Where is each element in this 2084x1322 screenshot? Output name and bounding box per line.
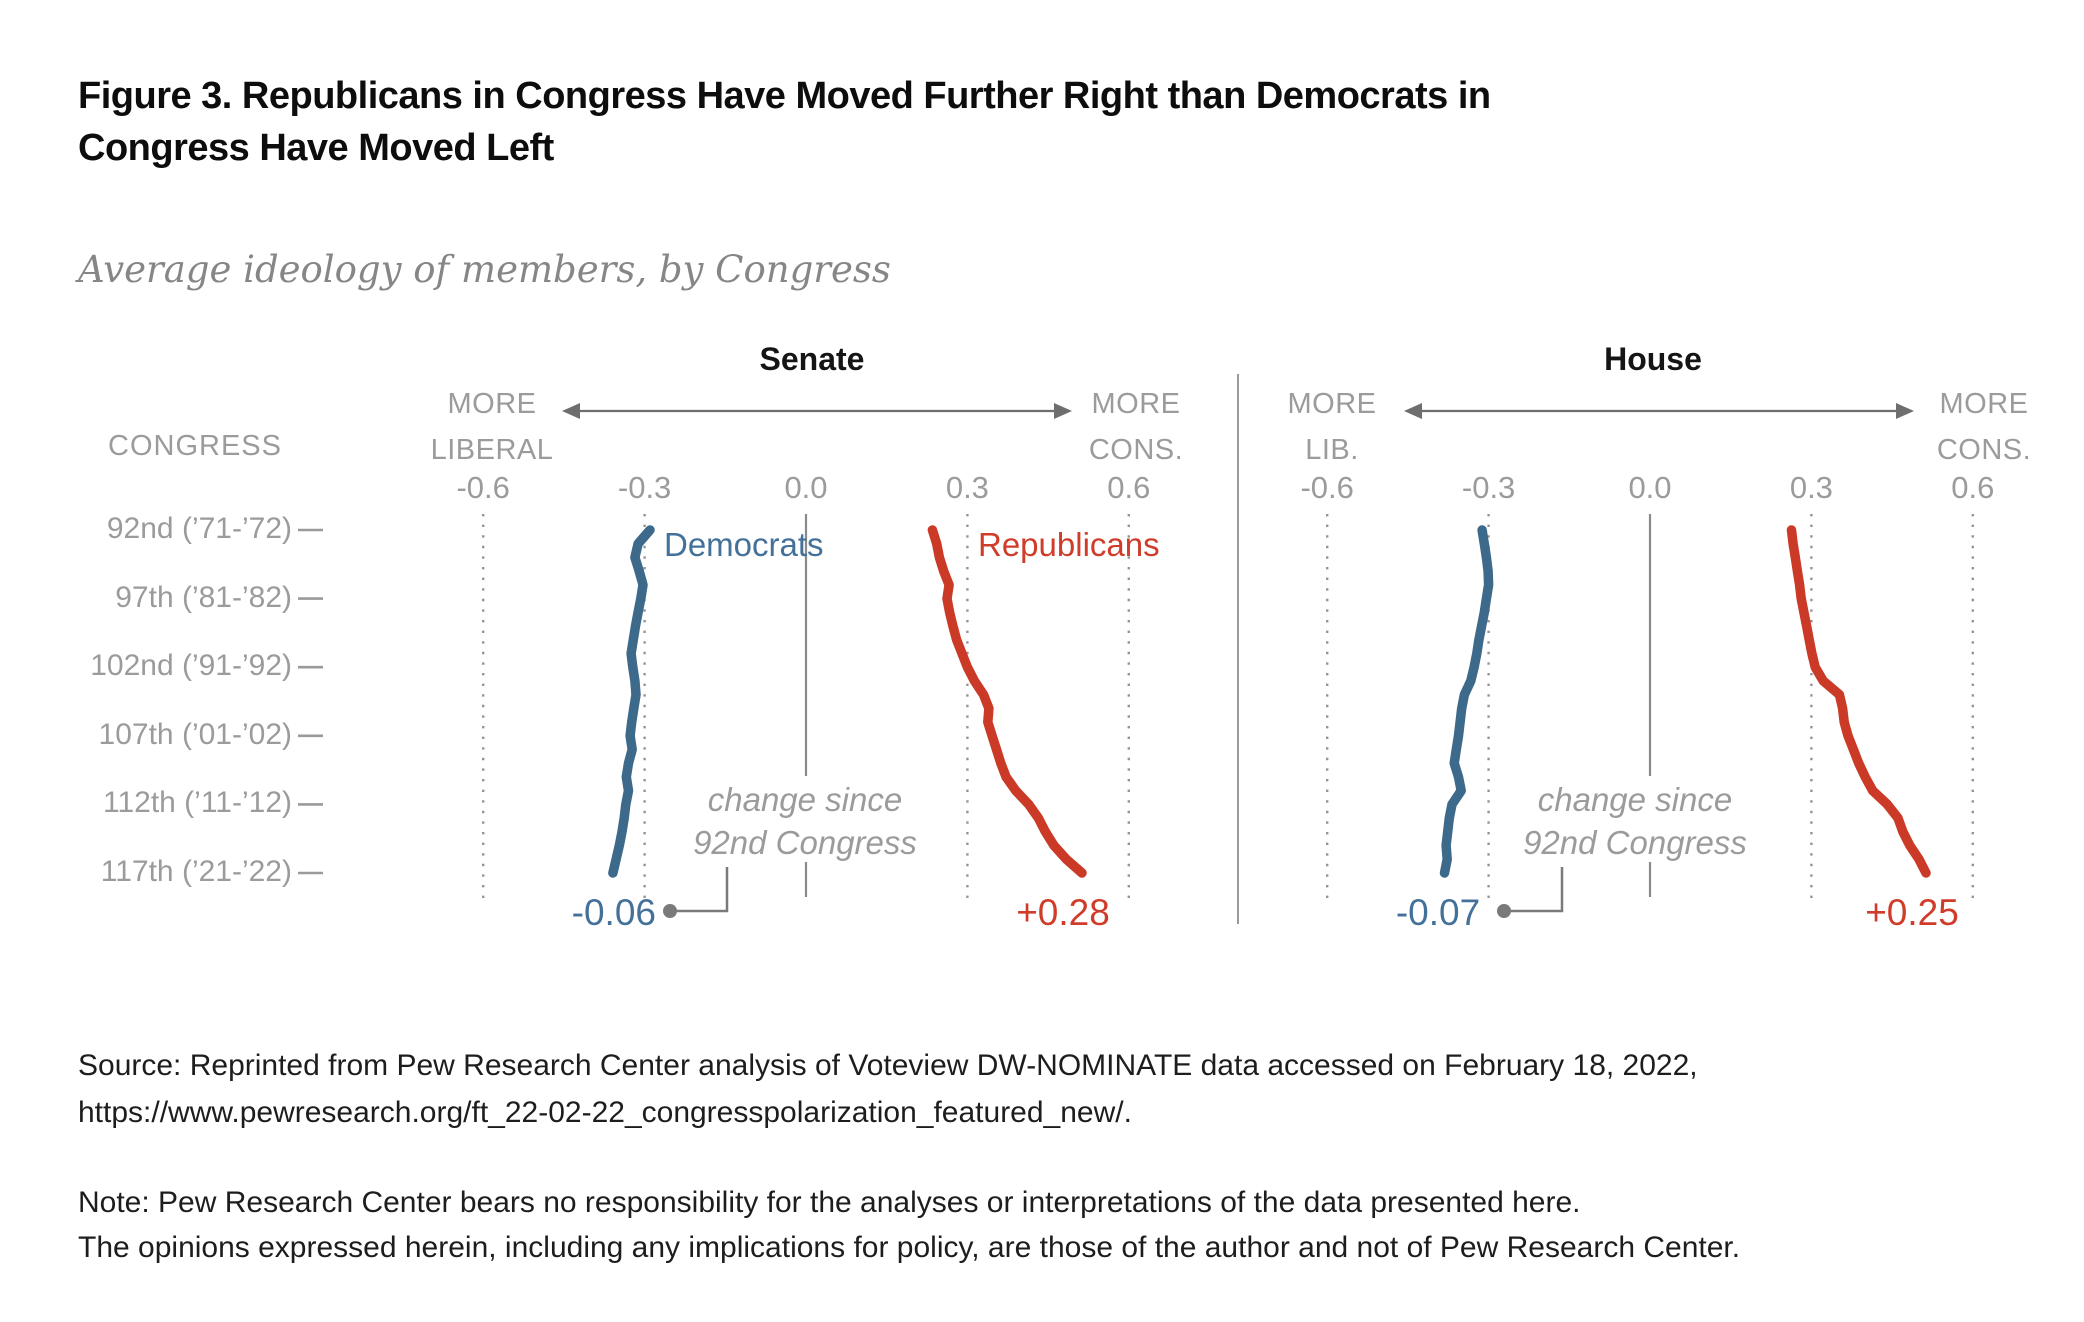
note-text: Note: Pew Research Center bears no respo…	[78, 1180, 2048, 1270]
x-tick-label: -0.3	[617, 470, 672, 505]
house-axis-label-conservative: MORE CONS.	[1884, 381, 2084, 473]
annotation-line: 92nd Congress	[693, 824, 917, 861]
axis-label-line: MORE	[447, 388, 537, 420]
source-text: Source: Reprinted from Pew Research Cent…	[78, 1049, 1698, 1129]
x-tick-label: 0.0	[784, 470, 828, 505]
panel-title-senate: Senate	[759, 341, 865, 377]
house-democrat-change-value: -0.07	[1395, 892, 1481, 933]
senate-axis-label-conservative: MORE CONS.	[1036, 381, 1236, 473]
arrowhead-right-icon	[1896, 403, 1914, 419]
axis-label-line: CONS.	[1088, 434, 1184, 466]
house-republican-change-value: +0.25	[1865, 892, 1959, 933]
congress-row-label: 107th (’01-’02)	[98, 717, 292, 751]
house-republicans-line	[1786, 525, 1931, 878]
legend-republicans: Republicans	[978, 526, 1160, 563]
arrowhead-right-icon	[1054, 403, 1072, 419]
legend-democrats: Democrats	[664, 526, 824, 563]
axis-label-line: MORE	[1287, 388, 1377, 420]
house-axis-label-liberal: MORE LIB.	[1232, 381, 1432, 473]
senate-change-annotation: change since 92nd Congress	[650, 778, 960, 864]
x-tick-label: -0.3	[1461, 470, 1516, 505]
congress-axis-header: CONGRESS	[108, 430, 282, 462]
annotation-connector	[1504, 867, 1564, 913]
x-tick-label: 0.6	[1951, 470, 1995, 505]
annotation-line: 92nd Congress	[1523, 824, 1747, 861]
note-line-1: Note: Pew Research Center bears no respo…	[78, 1186, 1581, 1219]
annotation-connector-dot	[1497, 904, 1511, 918]
axis-label-line: CONS.	[1936, 434, 2032, 466]
x-tick-label: 0.0	[1628, 470, 1672, 505]
senate-axis-label-liberal: MORE LIBERAL	[392, 381, 592, 473]
annotation-connector-dot	[663, 904, 677, 918]
axis-label-line: MORE	[1939, 388, 2029, 420]
figure-subtitle: Average ideology of members, by Congress	[78, 248, 891, 291]
senate-democrats-line	[608, 525, 655, 878]
arrowhead-left-icon	[1404, 403, 1422, 419]
axis-label-line: LIBERAL	[430, 434, 554, 466]
x-tick-label: -0.6	[1300, 470, 1354, 505]
congress-row-label: 117th (’21-’22)	[100, 855, 292, 888]
congress-row-label: 92nd (’71-’72)	[106, 512, 292, 545]
annotation-line: change since	[707, 781, 903, 818]
arrowhead-left-icon	[562, 403, 580, 419]
house-democrats-line	[1439, 525, 1494, 878]
figure-title: Figure 3. Republicans in Congress Have M…	[78, 75, 1491, 170]
house-change-annotation: change since 92nd Congress	[1480, 778, 1790, 864]
axis-label-line: LIB.	[1305, 434, 1359, 466]
senate-democrat-change-value: -0.06	[571, 892, 656, 933]
annotation-connector	[670, 867, 729, 913]
congress-row-label: 112th (’11-’12)	[103, 786, 292, 820]
congress-row-label: 97th (’81-’82)	[115, 580, 292, 614]
senate-republicans-line	[927, 525, 1087, 878]
annotation-line: change since	[1537, 781, 1733, 818]
axis-label-line: MORE	[1091, 388, 1181, 420]
x-tick-label: -0.6	[456, 470, 510, 505]
panel-title-house: House	[1604, 341, 1702, 377]
x-tick-label: 0.3	[945, 470, 989, 505]
note-line-2: The opinions expressed herein, including…	[78, 1231, 1741, 1264]
congress-row-label: 102nd (’91-’92)	[90, 649, 292, 683]
senate-republican-change-value: +0.28	[1016, 892, 1110, 933]
x-tick-label: 0.3	[1789, 470, 1833, 505]
x-tick-label: 0.6	[1107, 470, 1151, 505]
